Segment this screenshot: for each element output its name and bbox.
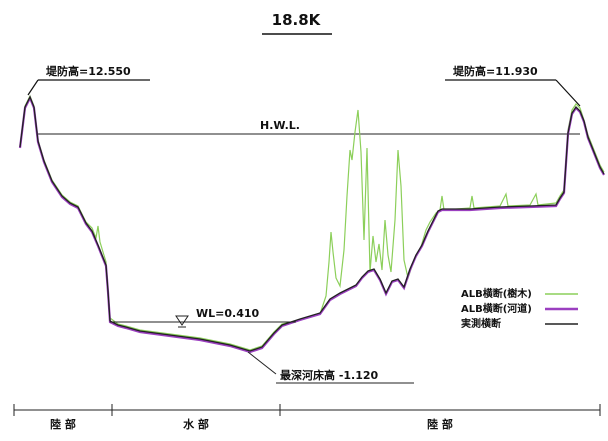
legend-label-channel: ALB横断(河道): [461, 302, 532, 315]
zone-bar: 陸 部 水 部 陸 部: [13, 404, 601, 431]
left-bank-leader-diag: [27, 79, 39, 96]
zone-label-land-right: 陸 部: [427, 417, 453, 431]
water-level-label: WL=0.410: [196, 307, 259, 320]
right-bank-height-label: 堤防高=11.930: [453, 64, 538, 78]
legend-label-survey: 実測横断: [461, 317, 501, 330]
legend: ALB横断(樹木) ALB横断(河道) 実測横断: [461, 287, 578, 330]
right-bank-leader-diag: [555, 79, 581, 107]
section-title: 18.8K: [272, 11, 322, 29]
deepest-bed-label: 最深河床高 -1.120: [280, 368, 379, 382]
zone-label-land-left: 陸 部: [50, 417, 76, 431]
alb-tree-profile: [19, 94, 605, 351]
water-level-marker-icon: [175, 315, 189, 326]
left-bank-height-label: 堤防高=12.550: [46, 64, 131, 78]
hwl-label: H.W.L.: [260, 119, 300, 132]
zone-label-water: 水 部: [183, 417, 209, 431]
legend-label-tree: ALB横断(樹木): [461, 287, 532, 300]
survey-profile: [19, 95, 605, 352]
deepest-bed-leader: [247, 351, 277, 375]
